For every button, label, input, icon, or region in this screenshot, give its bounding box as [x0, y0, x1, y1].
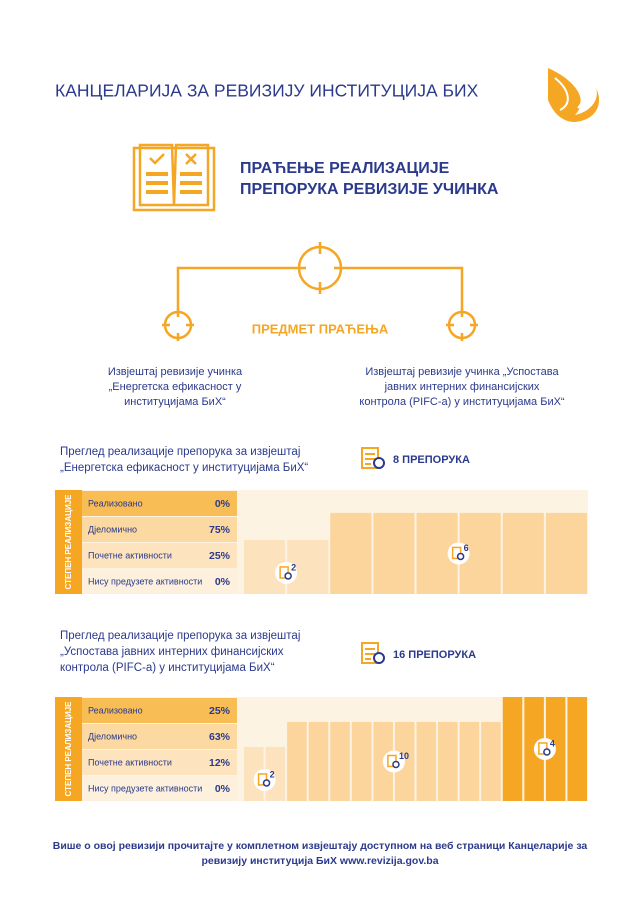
- group-count: 4: [550, 738, 555, 748]
- row-bg: [82, 724, 237, 749]
- side-label: СТЕПЕН РЕАЛИЗАЦИЈЕ: [64, 701, 73, 797]
- list-icon: [365, 648, 375, 660]
- row-value: 0%: [215, 576, 231, 588]
- badge-icon: [456, 552, 465, 561]
- row-label: Нису предузете активности: [88, 576, 202, 586]
- list-icon: [373, 652, 385, 664]
- side-label: СТЕПЕН РЕАЛИЗАЦИЈЕ: [64, 494, 73, 590]
- connector: [162, 242, 478, 341]
- badge-icon: [543, 748, 551, 756]
- badge-icon: [284, 572, 292, 580]
- report-text: јавних интерних финансијских: [384, 381, 540, 393]
- report-text: институцијама БиХ“: [124, 396, 226, 408]
- bar: [459, 721, 480, 801]
- bar: [502, 697, 523, 801]
- bar: [330, 721, 350, 801]
- bar: [330, 512, 372, 594]
- row-value: 0%: [215, 498, 231, 510]
- report-text: Извјештај ревизије учинка „Успостава: [365, 366, 559, 378]
- bar: [351, 721, 372, 801]
- row-label: Почетне активности: [88, 757, 172, 767]
- row-bg: [82, 698, 237, 723]
- footer: ревизију институција БиХ www.revizija.go…: [201, 855, 438, 867]
- group-count: 2: [291, 562, 296, 572]
- group-count: 2: [270, 769, 275, 779]
- badge-icon: [262, 779, 271, 787]
- bar: [287, 721, 307, 801]
- report-text: контрола (PIFC-а) у институцијама БиХ“: [359, 396, 565, 408]
- bar: [373, 512, 415, 594]
- row-bg: [82, 543, 237, 568]
- row-value: 75%: [209, 524, 231, 536]
- count-label: 16 ПРЕПОРУКА: [393, 649, 476, 661]
- row-bg: [82, 569, 237, 594]
- row-label: Дјеломично: [88, 731, 137, 741]
- group-count: 10: [399, 751, 409, 761]
- row-bg: [82, 776, 237, 801]
- bar: [502, 512, 544, 594]
- report-text: Извјештај ревизије учинка: [108, 366, 243, 378]
- header-title: КАНЦЕЛАРИЈА ЗА РЕВИЗИЈУ ИНСТИТУЦИЈА БИХ: [55, 81, 479, 101]
- bar: [545, 512, 587, 594]
- side-band: [55, 490, 82, 594]
- footer: Више о овој ревизији прочитајте у компле…: [53, 840, 588, 852]
- row-label: Почетне активности: [88, 550, 172, 560]
- report-text: „Енергетска ефикасност у: [109, 381, 242, 393]
- subject-title: ПРАЋЕЊЕ РЕАЛИЗАЦИЈЕ: [240, 160, 450, 177]
- subject-title: ПРЕПОРУКА РЕВИЗИЈЕ УЧИНКА: [240, 181, 499, 198]
- row-value: 12%: [209, 757, 231, 769]
- section-title: „Успостава јавних интерних финансијских: [60, 646, 284, 658]
- list-icon: [365, 453, 375, 465]
- badge-icon: [392, 760, 400, 769]
- section-title: Преглед реализације препорука за извјешт…: [60, 630, 300, 642]
- row-label: Нису предузете активности: [88, 783, 202, 793]
- logo: [548, 68, 600, 122]
- group-count: 6: [464, 543, 469, 553]
- subject-label: ПРЕДМЕТ ПРАЋЕЊА: [252, 321, 389, 336]
- row-label: Реализовано: [88, 498, 143, 508]
- section-title: контрола (PIFC-а) у институцијама БиХ“: [60, 662, 275, 674]
- row-value: 25%: [209, 550, 231, 562]
- row-value: 0%: [215, 783, 231, 795]
- section-title: „Енергетска ефикасност у институцијама Б…: [60, 462, 308, 474]
- row-label: Дјеломично: [88, 524, 137, 534]
- row-bg: [82, 491, 237, 516]
- list-icon: [373, 457, 385, 469]
- row-bg: [82, 750, 237, 775]
- row-bg: [82, 517, 237, 542]
- row-label: Реализовано: [88, 705, 143, 715]
- book-icon: [132, 143, 216, 212]
- bar: [481, 721, 501, 801]
- row-value: 25%: [209, 705, 231, 717]
- side-band: [55, 697, 82, 801]
- bar: [308, 721, 329, 801]
- row-value: 63%: [209, 731, 231, 743]
- bar: [438, 721, 458, 801]
- bar: [567, 697, 587, 801]
- section-title: Преглед реализације препорука за извјешт…: [60, 446, 300, 458]
- count-label: 8 ПРЕПОРУКА: [393, 454, 470, 466]
- bar: [416, 721, 437, 801]
